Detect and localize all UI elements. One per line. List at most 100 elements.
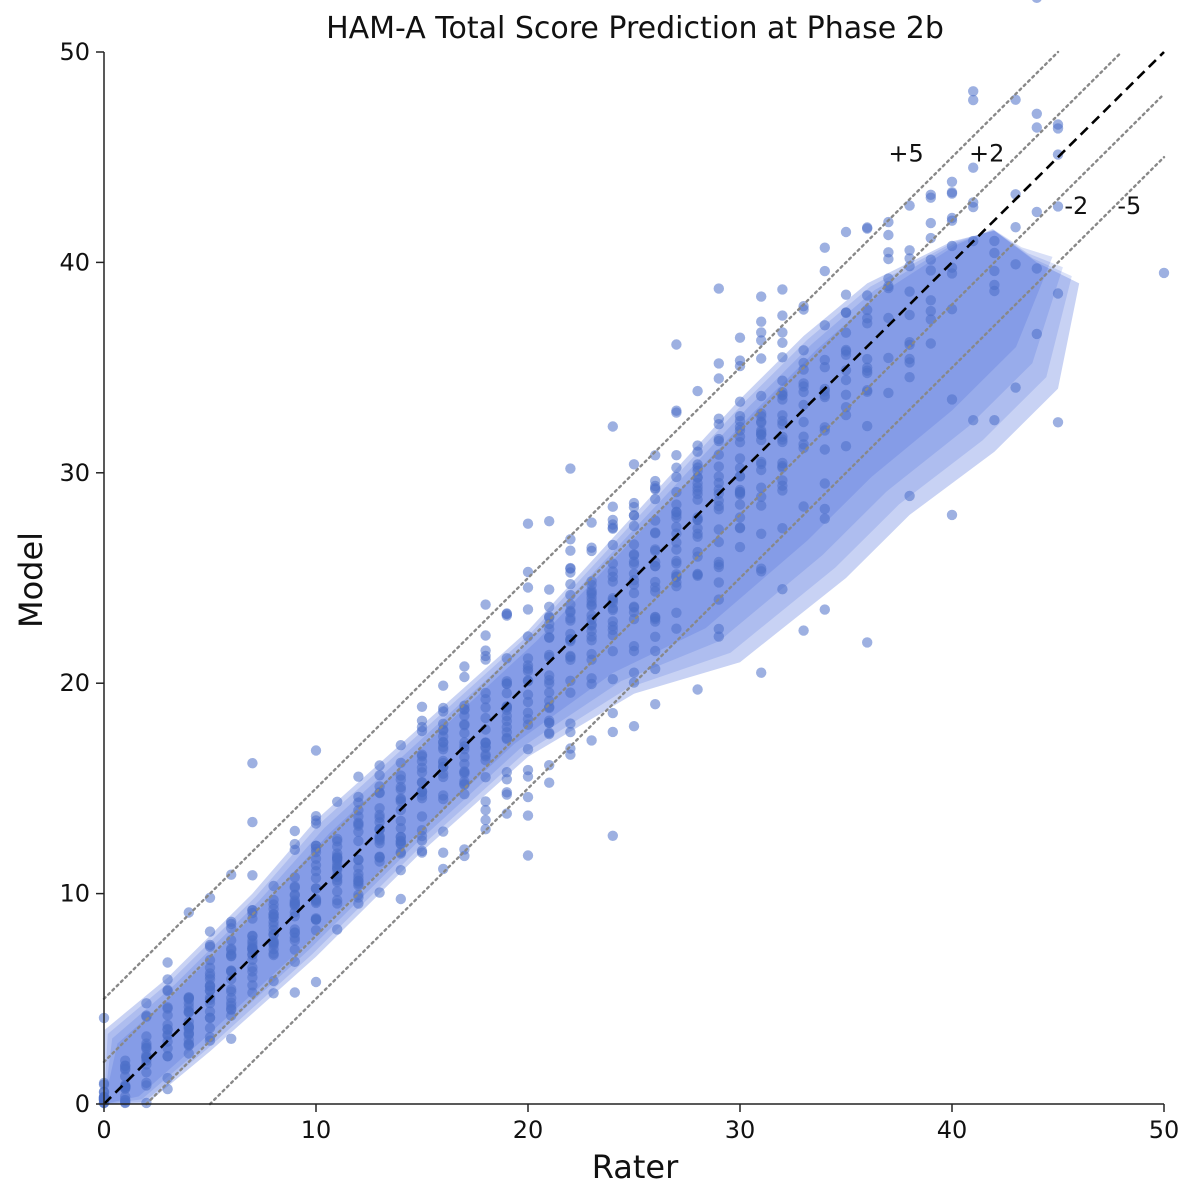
data-point bbox=[522, 518, 534, 529]
data-point bbox=[713, 435, 724, 447]
data-point bbox=[862, 386, 873, 397]
data-point bbox=[756, 500, 767, 511]
data-point bbox=[734, 437, 746, 448]
data-point bbox=[756, 416, 767, 427]
data-point bbox=[289, 907, 300, 918]
data-point bbox=[480, 804, 491, 816]
data-point bbox=[353, 797, 364, 808]
data-point bbox=[925, 295, 936, 306]
axes: 0 10 20 30 40 50 0 10 20 30 40 50 bbox=[59, 38, 1179, 1144]
data-point bbox=[904, 286, 915, 297]
data-point bbox=[756, 563, 767, 574]
data-point bbox=[628, 550, 640, 561]
data-point bbox=[671, 544, 682, 555]
offset-label: -2 bbox=[1064, 192, 1088, 220]
data-point bbox=[565, 726, 576, 738]
data-point bbox=[989, 235, 1000, 247]
data-point bbox=[395, 865, 406, 876]
data-point bbox=[522, 675, 534, 686]
data-point bbox=[650, 515, 661, 526]
data-point bbox=[798, 364, 809, 375]
data-point bbox=[141, 1042, 152, 1054]
data-point bbox=[1031, 108, 1043, 120]
data-point bbox=[628, 641, 640, 652]
x-axis-label: Rater bbox=[592, 1148, 679, 1186]
data-point bbox=[607, 726, 618, 738]
data-point bbox=[332, 864, 343, 876]
data-point bbox=[671, 405, 682, 416]
data-point bbox=[480, 702, 491, 713]
data-point bbox=[459, 758, 470, 770]
data-point bbox=[734, 332, 746, 343]
data-point bbox=[480, 630, 491, 641]
data-point bbox=[1158, 267, 1170, 279]
data-point bbox=[438, 863, 449, 875]
data-point bbox=[840, 374, 852, 386]
data-point bbox=[1010, 382, 1021, 393]
data-point bbox=[565, 615, 576, 626]
data-point bbox=[798, 625, 809, 636]
data-point bbox=[650, 631, 661, 642]
data-point bbox=[310, 976, 322, 988]
data-point bbox=[289, 825, 300, 837]
chart-title: HAM-A Total Score Prediction at Phase 2b bbox=[326, 11, 944, 46]
data-point bbox=[544, 760, 555, 771]
data-point bbox=[628, 602, 640, 613]
data-point bbox=[416, 715, 428, 726]
data-point bbox=[480, 741, 491, 753]
data-point bbox=[756, 353, 767, 364]
data-point bbox=[459, 704, 470, 715]
data-point bbox=[989, 265, 1000, 277]
data-point bbox=[840, 389, 852, 400]
data-point bbox=[989, 247, 1000, 259]
data-point bbox=[968, 415, 979, 426]
data-point bbox=[586, 587, 597, 598]
data-point bbox=[586, 635, 597, 646]
data-point bbox=[607, 539, 618, 551]
data-point bbox=[925, 338, 936, 349]
data-point bbox=[862, 637, 873, 648]
data-point bbox=[268, 949, 279, 961]
data-point bbox=[416, 762, 428, 773]
data-point bbox=[459, 744, 470, 755]
data-point bbox=[671, 471, 682, 483]
data-point bbox=[819, 362, 830, 373]
data-point bbox=[1031, 122, 1043, 133]
data-point bbox=[522, 689, 534, 700]
data-point bbox=[565, 749, 576, 760]
data-point bbox=[713, 631, 724, 642]
data-point bbox=[289, 956, 300, 967]
data-point bbox=[904, 339, 915, 350]
data-point bbox=[883, 312, 894, 324]
data-point bbox=[522, 663, 534, 674]
data-point bbox=[310, 818, 322, 829]
data-point bbox=[650, 645, 661, 657]
data-point bbox=[1031, 206, 1043, 218]
data-point bbox=[438, 741, 449, 752]
data-point bbox=[183, 1007, 194, 1018]
data-point bbox=[607, 604, 618, 616]
data-point bbox=[713, 373, 724, 384]
data-point bbox=[713, 419, 724, 430]
data-point bbox=[268, 939, 279, 951]
data-point bbox=[671, 499, 682, 510]
data-point bbox=[925, 192, 936, 203]
data-point bbox=[544, 777, 555, 788]
data-point bbox=[204, 926, 216, 937]
data-point bbox=[777, 375, 788, 386]
data-point bbox=[459, 671, 470, 683]
y-tick-label: 30 bbox=[59, 459, 90, 487]
data-point bbox=[226, 986, 237, 997]
data-point bbox=[480, 755, 491, 766]
data-point bbox=[1010, 222, 1021, 233]
data-point bbox=[332, 924, 343, 935]
data-point bbox=[374, 787, 385, 799]
data-point bbox=[141, 1067, 152, 1078]
data-point bbox=[946, 304, 958, 315]
data-point bbox=[904, 372, 915, 383]
data-point bbox=[183, 1023, 194, 1034]
data-point bbox=[628, 501, 640, 513]
data-point bbox=[501, 688, 512, 699]
data-point bbox=[204, 954, 216, 966]
data-point bbox=[120, 1094, 131, 1106]
